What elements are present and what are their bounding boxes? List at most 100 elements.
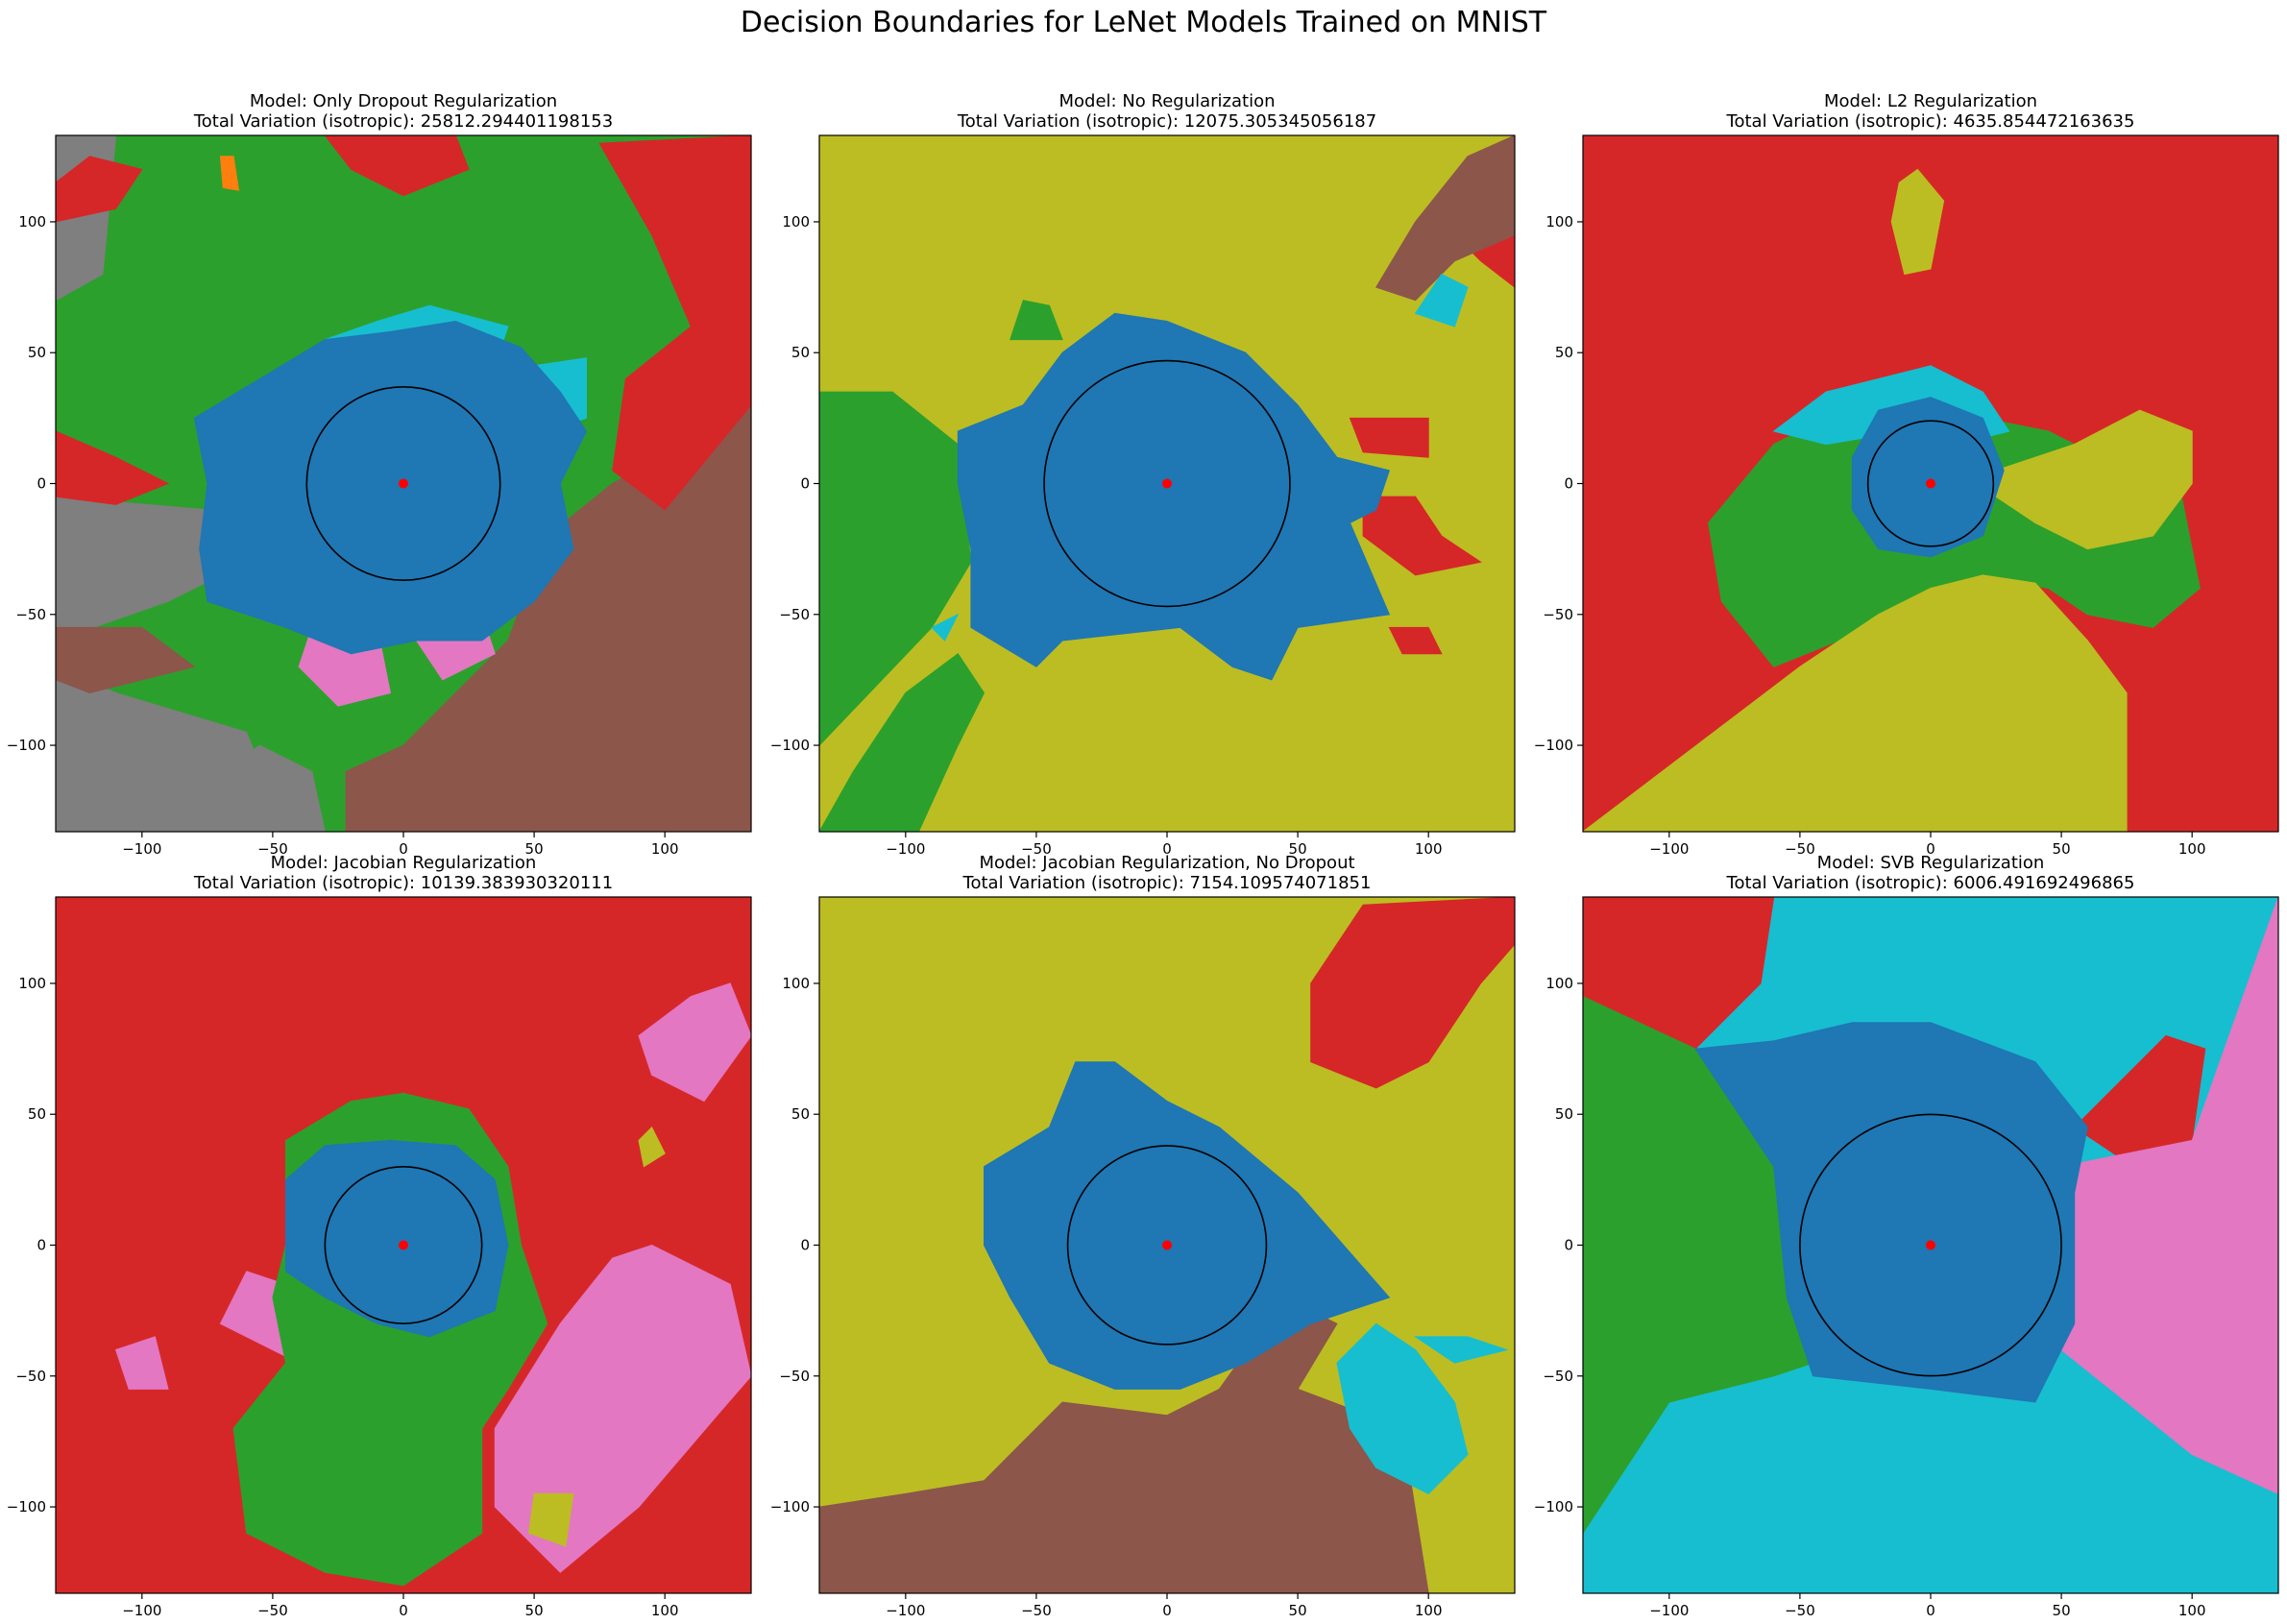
- panel-1-xtick-label-4: 50: [525, 840, 544, 858]
- panel-6-region-5: [1694, 1022, 2088, 1403]
- panel-3-xtick-label-1: −100: [1649, 840, 1689, 858]
- panel-1-region-4: [193, 744, 326, 832]
- figure-title: Decision Boundaries for LeNet Models Tra…: [740, 6, 1547, 39]
- panel-title-4: Model: Jacobian Regularization Total Var…: [56, 853, 751, 893]
- panel-4-ytick-label-1: −100: [7, 1498, 46, 1515]
- panel-3-ytick-label-1: −100: [1534, 737, 1573, 754]
- panel-3-xtick-label-3: 0: [1926, 840, 1935, 858]
- panel-5-region-1: [1310, 897, 1515, 1089]
- panel-5-ytick-label-1: −100: [770, 1498, 810, 1515]
- panel-4-ytick-label-5: 100: [18, 975, 46, 992]
- panel-4-region-5: [638, 1126, 666, 1168]
- panel-5-radius-circle: [1066, 1145, 1268, 1345]
- panel-1-region-16: [193, 320, 588, 655]
- panel-2-region-6: [1349, 417, 1429, 458]
- panel-4-regions: [56, 897, 751, 1593]
- panel-4-center-point: [399, 1240, 408, 1250]
- panel-4-ytick-label-3: 0: [36, 1237, 46, 1254]
- panel-2-region-7: [1362, 496, 1482, 576]
- panel-6-ytick-label-3: 0: [1564, 1237, 1573, 1254]
- panel-5-ytick-label-2: −50: [779, 1368, 810, 1385]
- panel-5-region-3: [1336, 1322, 1469, 1495]
- panel-title-2-line1: Model: No Regularization: [1058, 91, 1276, 111]
- panel-3-region-2: [1583, 574, 2128, 832]
- panel-title-1: Model: Only Dropout Regularization Total…: [56, 91, 751, 132]
- panel-6-ytick-label-1: −100: [1534, 1498, 1573, 1515]
- panel-3-ytick-label-2: −50: [1543, 606, 1573, 623]
- panel-1-ytick-label-4: 50: [28, 344, 46, 361]
- panel-5-ytick-label-5: 100: [782, 975, 810, 992]
- panel-4-region-1: [494, 1244, 751, 1573]
- panel-6-xtick-label-4: 50: [2053, 1602, 2071, 1619]
- panel-5-ytick-label-3: 0: [800, 1237, 810, 1254]
- panel-1-radius-circle: [305, 385, 501, 582]
- panel-5-regions: [819, 897, 1515, 1593]
- panel-2: −100 −50 0 50 100 −100 −50 0 50 100: [770, 134, 1516, 858]
- panel-2-region-2: [819, 652, 985, 832]
- panel-5-region-5: [984, 1061, 1391, 1390]
- panel-2-region-12: [957, 312, 1391, 681]
- panel-1-ytick-label-2: −50: [15, 606, 46, 623]
- panel-title-5-line1: Model: Jacobian Regularization, No Dropo…: [979, 853, 1355, 873]
- panel-4-xtick-label-4: 50: [525, 1602, 544, 1619]
- panel-2-radius-circle: [1043, 359, 1291, 608]
- panel-2-center-point: [1162, 478, 1172, 489]
- panel-6-radius-circle: [1799, 1113, 2062, 1377]
- panel-2-xtick-label-2: −50: [1021, 840, 1052, 858]
- panel-1: −100 −50 0 50 100 −100 −50 0 50 100: [7, 134, 752, 858]
- panel-title-3-line1: Model: L2 Regularization: [1823, 91, 2038, 111]
- panel-4-xtick-label-2: −50: [257, 1602, 288, 1619]
- panel-6-xtick-label-3: 0: [1926, 1602, 1935, 1619]
- panel-2-ytick-label-2: −50: [779, 606, 810, 623]
- panel-3-ytick-label-4: 50: [1555, 344, 1573, 361]
- panel-6-center-point: [1926, 1240, 1935, 1250]
- panel-2-xtick-label-1: −100: [886, 840, 925, 858]
- panel-5-xtick-label-3: 0: [1162, 1602, 1172, 1619]
- panel-3-center-point: [1926, 478, 1935, 489]
- panel-1-region-6: [56, 626, 196, 694]
- panel-1-center-point: [399, 478, 408, 489]
- panel-2-region-4: [1010, 300, 1063, 341]
- panel-2-ytick-label-5: 100: [782, 213, 810, 230]
- panel-1-region-10: [56, 156, 143, 223]
- panel-3-xtick-label-2: −50: [1785, 840, 1815, 858]
- panel-title-3-line2: Total Variation (isotropic): 4635.854472…: [1726, 111, 2135, 132]
- panel-4-region-4: [114, 1336, 169, 1390]
- panel-2-region-8: [1388, 626, 1443, 655]
- panel-4-ytick-label-4: 50: [28, 1105, 46, 1123]
- panel-2-region-10: [1414, 273, 1469, 327]
- panel-1-xtick-label-3: 0: [399, 840, 408, 858]
- panel-4-ytick-label-2: −50: [15, 1368, 46, 1385]
- panel-2-xtick-label-4: 50: [1289, 840, 1307, 858]
- panel-4-xtick-label-5: 100: [651, 1602, 679, 1619]
- panel-4-region-2: [638, 982, 751, 1103]
- panel-title-3: Model: L2 Regularization Total Variation…: [1583, 91, 2278, 132]
- panel-4-xtick-label-1: −100: [122, 1602, 161, 1619]
- panel-3-xtick-label-5: 100: [2178, 840, 2206, 858]
- panel-1-region-7: [598, 135, 751, 511]
- panel-5-ytick-label-4: 50: [791, 1105, 810, 1123]
- panel-4: −100 −50 0 50 100 −100 −50 0 50 100: [7, 896, 752, 1619]
- panel-title-6: Model: SVB Regularization Total Variatio…: [1583, 853, 2278, 893]
- panel-1-xtick-label-2: −50: [257, 840, 288, 858]
- panel-5-xtick-label-5: 100: [1415, 1602, 1443, 1619]
- panel-1-ytick-label-3: 0: [36, 475, 46, 493]
- panel-1-ytick-label-5: 100: [18, 213, 46, 230]
- panel-2-region-11: [931, 613, 960, 642]
- panel-5-center-point: [1162, 1240, 1172, 1250]
- panel-2-xtick-label-3: 0: [1162, 840, 1172, 858]
- panel-1-xtick-label-1: −100: [122, 840, 161, 858]
- panel-2-regions: [819, 135, 1515, 832]
- panel-6-xtick-label-5: 100: [2178, 1602, 2206, 1619]
- panel-1-xtick-label-5: 100: [651, 840, 679, 858]
- panel-3-regions: [1583, 135, 2278, 832]
- panel-5-xtick-label-1: −100: [886, 1602, 925, 1619]
- panel-title-1-line2: Total Variation (isotropic): 25812.29440…: [193, 111, 614, 132]
- panel-6-ytick-label-2: −50: [1543, 1368, 1573, 1385]
- panel-4-radius-circle: [324, 1166, 483, 1324]
- panel-3-region-3: [1995, 409, 2193, 550]
- panel-3-radius-circle: [1866, 420, 1995, 547]
- panel-3-ytick-label-3: 0: [1564, 475, 1573, 493]
- panel-3-xtick-label-4: 50: [2053, 840, 2071, 858]
